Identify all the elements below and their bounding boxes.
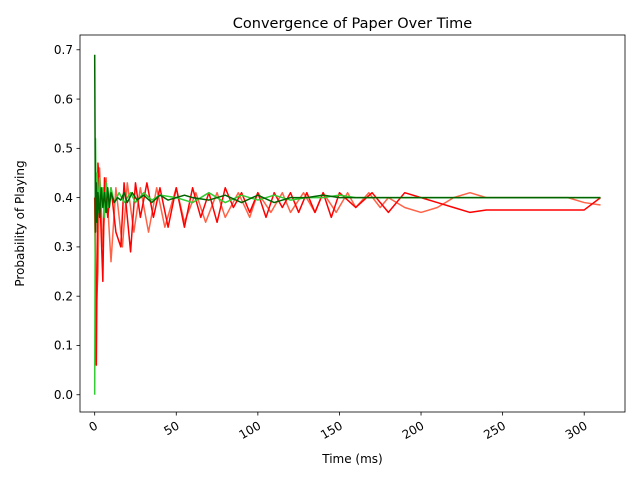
y-tick-label: 0.4 — [54, 191, 73, 205]
y-tick-label: 0.7 — [54, 43, 73, 57]
y-tick-label: 0.3 — [54, 240, 73, 254]
y-axis-label: Probability of Playing — [13, 160, 27, 286]
y-tick-label: 0.5 — [54, 142, 73, 156]
x-axis-label: Time (ms) — [321, 452, 383, 466]
x-tick-label: 50 — [162, 418, 182, 438]
y-tick-label: 0.1 — [54, 339, 73, 353]
series-line-4 — [93, 54, 601, 233]
y-tick-label: 0.0 — [54, 388, 73, 402]
series-line-1 — [93, 167, 601, 312]
plot-area — [93, 54, 601, 395]
y-tick-label: 0.2 — [54, 289, 73, 303]
y-axis: 0.0 0.1 0.2 0.3 0.4 0.5 0.6 0.7 — [54, 43, 80, 402]
axes-frame — [79, 34, 626, 413]
series-line-2 — [93, 162, 601, 366]
y-tick-label: 0.6 — [54, 92, 73, 106]
chart-title: Convergence of Paper Over Time — [233, 16, 473, 32]
